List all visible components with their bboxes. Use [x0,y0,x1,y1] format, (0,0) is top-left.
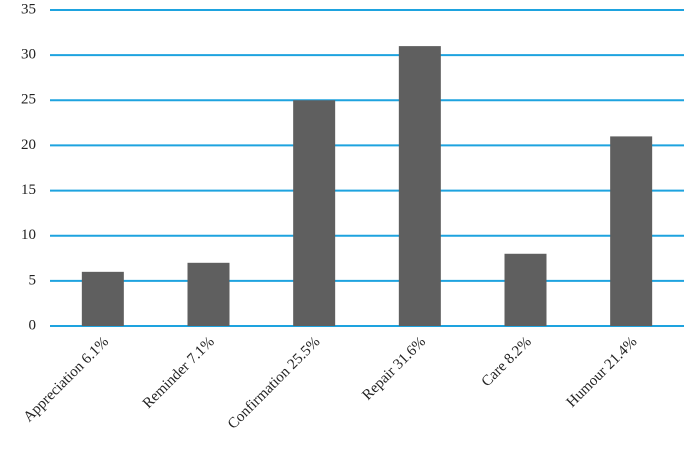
y-tick-label: 0 [29,317,37,333]
bar [398,46,441,326]
x-tick-label: Reminder 7.1% [140,334,218,412]
x-tick-label: Humour 21.4% [564,334,641,411]
bar [293,100,336,327]
x-tick-label: Confirmation 25.5% [225,334,324,433]
y-tick-label: 5 [29,272,37,288]
y-tick-label: 15 [21,182,36,198]
y-tick-label: 35 [21,1,36,17]
y-tick-label: 10 [21,227,36,243]
x-tick-label: Repair 31.6% [359,334,429,404]
y-tick-label: 25 [21,92,36,108]
x-tick-label: Care 8.2% [479,334,535,390]
bar [504,253,547,326]
bar [187,262,230,326]
x-tick-label: Appreciation 6.1% [21,334,112,425]
y-tick-label: 20 [21,137,36,153]
y-tick-label: 30 [21,47,36,63]
bar [81,271,124,326]
bar [610,136,653,326]
